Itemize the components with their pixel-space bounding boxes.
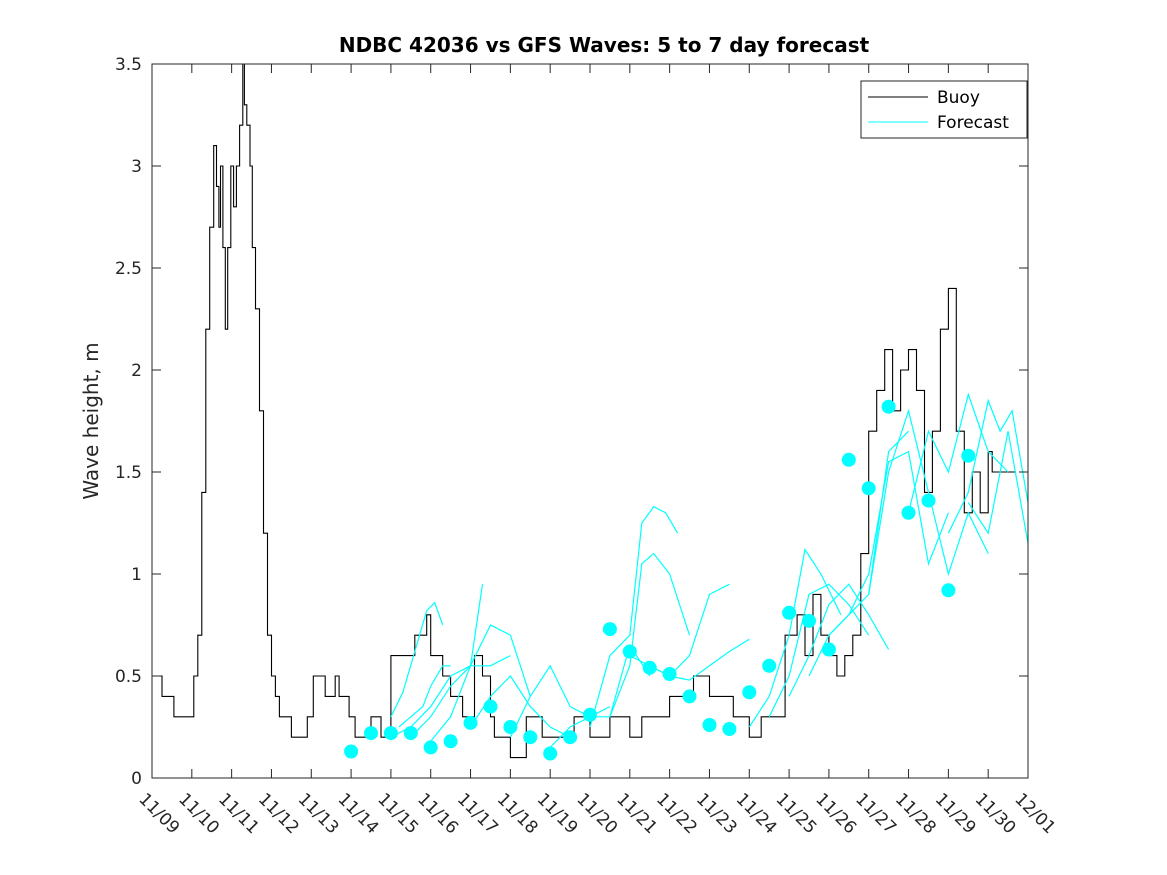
y-tick-label: 0 xyxy=(131,769,142,789)
forecast-line-14 xyxy=(768,583,870,718)
y-tick-label: 1 xyxy=(131,565,142,585)
forecast-point xyxy=(941,583,956,598)
forecast-point xyxy=(383,726,398,741)
forecast-point xyxy=(921,493,936,508)
forecast-point xyxy=(782,605,797,620)
forecast-point xyxy=(563,730,578,745)
forecast-point xyxy=(762,658,777,673)
forecast-line-2 xyxy=(398,665,451,728)
forecast-line-18 xyxy=(868,408,989,595)
forecast-line-1 xyxy=(390,601,444,718)
forecast-line-13 xyxy=(748,547,842,728)
forecast-point xyxy=(682,689,697,704)
forecast-markers xyxy=(344,399,976,761)
forecast-point xyxy=(583,707,597,722)
y-tick-label: 1.5 xyxy=(115,463,142,483)
forecast-point xyxy=(662,667,677,681)
forecast-point xyxy=(503,720,518,734)
y-tick-label: 2 xyxy=(131,361,142,381)
forecast-point xyxy=(483,699,498,714)
forecast-point xyxy=(742,685,757,700)
forecast-line-9 xyxy=(589,505,679,728)
forecast-point xyxy=(961,448,976,463)
forecast-point xyxy=(901,505,916,520)
forecast-point xyxy=(722,722,737,736)
forecast-line-19 xyxy=(907,392,1009,513)
forecast-point xyxy=(881,399,896,414)
forecast-point xyxy=(344,744,359,759)
chart-title: NDBC 42036 vs GFS Waves: 5 to 7 day fore… xyxy=(339,33,870,57)
y-axis-title: Wave height, m xyxy=(79,342,103,499)
buoy-series xyxy=(152,63,1017,759)
forecast-point xyxy=(861,481,876,496)
plot-area xyxy=(152,64,1028,778)
legend-forecast-label: Forecast xyxy=(937,113,1009,133)
forecast-line-10 xyxy=(609,552,691,718)
forecast-line-4 xyxy=(410,655,511,738)
forecast-point xyxy=(443,734,458,749)
forecast-point xyxy=(423,740,438,755)
forecast-point xyxy=(463,715,478,730)
forecast-point xyxy=(364,726,378,741)
forecast-point xyxy=(841,452,856,467)
forecast-point xyxy=(622,644,637,659)
forecast-point xyxy=(702,718,717,732)
forecast-line-20 xyxy=(947,398,1029,534)
forecast-point xyxy=(821,642,836,657)
y-tick-label: 2.5 xyxy=(115,259,142,279)
y-tick-label: 3.5 xyxy=(115,55,142,75)
forecast-line-15 xyxy=(788,583,890,697)
y-tick-label: 3 xyxy=(131,157,142,177)
forecast-line-16 xyxy=(808,430,909,677)
y-axis-ticks: 0 0.5 1 1.5 2 2.5 3 3.5 xyxy=(115,55,1028,789)
forecast-line-21 xyxy=(967,431,1029,544)
forecast-point xyxy=(802,613,816,628)
forecast-point xyxy=(403,726,418,741)
forecast-point xyxy=(523,730,538,745)
legend-box xyxy=(860,80,1028,139)
forecast-point xyxy=(642,660,657,675)
forecast-point xyxy=(602,622,617,637)
forecast-point xyxy=(543,746,558,761)
legend-buoy-label: Buoy xyxy=(937,88,980,108)
y-tick-label: 0.5 xyxy=(115,667,142,687)
forecast-series xyxy=(390,392,1029,748)
forecast-line-17 xyxy=(828,450,949,636)
legend: Buoy Forecast xyxy=(860,80,1028,139)
buoy-line xyxy=(152,63,1017,759)
forecast-line-5 xyxy=(430,624,531,742)
